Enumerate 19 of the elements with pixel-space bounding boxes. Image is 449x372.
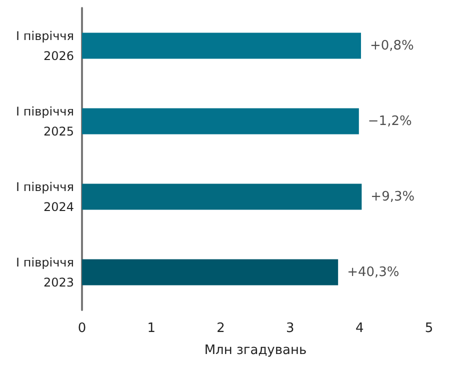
y-tick-label: І півріччя 2025 [16, 104, 74, 138]
annotation: +40,3% [347, 264, 400, 280]
x-tick-label: 1 [147, 321, 156, 336]
x-tick-label: 3 [286, 321, 294, 336]
x-axis-title: Млн згадувань [204, 343, 307, 358]
bar [82, 108, 359, 134]
y-tick-label: І півріччя 2023 [16, 255, 74, 290]
bar [82, 259, 338, 286]
bar [82, 32, 361, 59]
x-tick-label: 5 [424, 321, 434, 336]
x-tick-label: 2 [216, 321, 225, 336]
y-tick-label: І півріччя 2024 [16, 180, 74, 214]
bar [82, 184, 362, 210]
annotation: +9,3% [370, 189, 415, 204]
y-tick-label: І півріччя 2026 [16, 28, 74, 63]
x-tick-label: 4 [355, 321, 364, 336]
x-tick-label: 0 [78, 321, 86, 336]
annotation: +0,8% [370, 38, 414, 54]
annotation: −1,2% [368, 114, 412, 129]
